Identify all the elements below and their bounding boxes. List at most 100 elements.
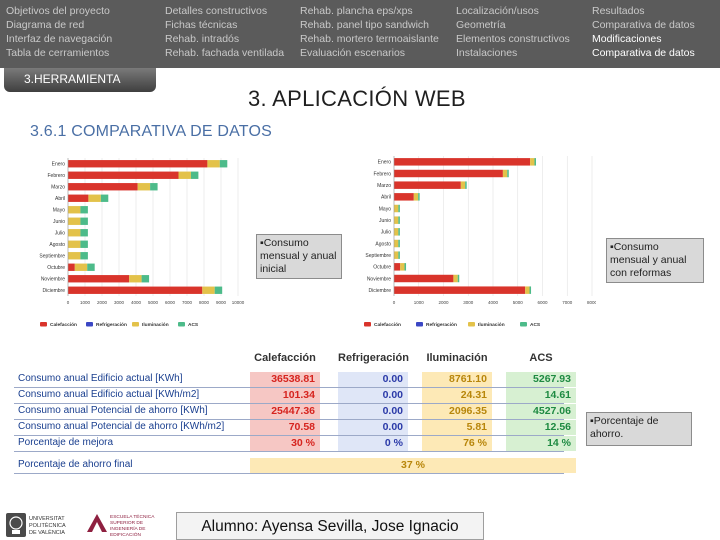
chart-bar-segment (394, 216, 399, 224)
chart-category-label: Mayo (53, 208, 65, 214)
chart-bar-segment (88, 194, 101, 202)
chart-legend-label: Iluminación (142, 322, 169, 328)
chart-legend-label: Calefacción (50, 322, 77, 328)
table-row-divider (14, 403, 564, 404)
table-cell: 12.56 (506, 420, 576, 435)
chart-bar-segment (68, 240, 81, 248)
chart-category-label: Abril (381, 195, 391, 201)
nav-item-interfaz[interactable]: Interfaz de navegación (6, 33, 113, 45)
chart-bar-segment (68, 263, 75, 271)
chart-tick-label: 3000 (114, 300, 125, 305)
chart-category-label: Enero (378, 160, 392, 166)
nav-item-geometria[interactable]: Geometría (456, 19, 506, 31)
chart-bar-segment (68, 183, 138, 191)
chart-bar-segment (219, 160, 228, 168)
table-row-label: Consumo anual Potencial de ahorro [KWh] (18, 405, 208, 416)
etsie-logo: ESCUELA TÉCNICA SUPERIOR DE INGENIERÍA D… (87, 513, 155, 538)
chart-bar-segment (394, 158, 531, 166)
chart-tick-label: 7000 (562, 300, 573, 305)
chart-bar-segment (418, 193, 420, 201)
chart-legend-swatch (132, 322, 139, 327)
table-column-header: Iluminación (426, 352, 488, 364)
chart-bar-segment (207, 160, 220, 168)
chart-category-label: Febrero (47, 173, 65, 179)
chart-bar-segment (534, 158, 536, 166)
nav-item-tabla[interactable]: Tabla de cerramientos (6, 47, 110, 59)
table-column-header: Calefacción (254, 352, 316, 364)
nav-item-elementos[interactable]: Elementos constructivos (456, 33, 570, 45)
chart-tick-label: 0 (67, 300, 70, 305)
nav-item-sandwich[interactable]: Rehab. panel tipo sandwich (300, 19, 430, 31)
chart-category-label: Septiembre (365, 253, 391, 259)
chart-category-label: Agosto (375, 241, 391, 247)
chart-bar-segment (74, 263, 88, 271)
chart-category-label: Agosto (49, 242, 65, 248)
section-title: 3.6.1 COMPARATIVA DE DATOS (30, 123, 273, 140)
tab-herramienta[interactable]: 3.HERRAMIENTA (4, 68, 156, 92)
chart-category-label: Diciembre (42, 288, 65, 294)
page-title: 3. APLICACIÓN WEB (248, 86, 466, 111)
chart-legend-swatch (40, 322, 47, 327)
chart-category-label: Enero (52, 162, 66, 168)
chart-category-label: Octubre (47, 265, 65, 271)
table-row-label: Consumo anual Edificio actual [KWh] (18, 373, 183, 384)
table-row-divider (14, 473, 564, 474)
chart-tick-label: 8000 (199, 300, 210, 305)
chart-bar-segment (394, 228, 399, 236)
chart-bar-segment (394, 204, 399, 213)
nav-item-instalaciones[interactable]: Instalaciones (456, 47, 518, 59)
chart-initial-consumption: 0 1000 2000 3000 4000 5000 6000 7000 8000 9000 100… (28, 152, 250, 332)
chart-bar-segment (398, 239, 400, 248)
svg-text:ESCUELA TÉCNICA: ESCUELA TÉCNICA (110, 513, 155, 520)
chart-tick-label: 6000 (165, 300, 176, 305)
nav-item-comparativa-active[interactable]: Comparativa de datos (592, 47, 695, 59)
chart-bar-segment (394, 193, 414, 201)
chart-bar-segment (190, 171, 199, 179)
chart-legend-swatch (520, 322, 527, 327)
chart-legend-label: Iluminación (478, 322, 505, 328)
chart-bar-segment (68, 286, 203, 294)
table-row-divider (14, 451, 564, 452)
nav-item-modificaciones[interactable]: Modificaciones (592, 33, 662, 45)
svg-text:SUPERIOR DE: SUPERIOR DE (110, 520, 143, 526)
table-row-label: Consumo anual Potencial de ahorro [KWh/m… (18, 421, 225, 432)
svg-text:EDIFICACIÓN: EDIFICACIÓN (110, 531, 141, 538)
chart-bar-segment (129, 275, 142, 283)
table-cell: 0.00 (338, 388, 408, 403)
svg-text:INGENIERÍA DE: INGENIERÍA DE (110, 525, 145, 532)
nav-item-localizacion[interactable]: Localización/usos (456, 5, 539, 17)
chart-bar-segment (400, 263, 405, 271)
table-cell: 36538.81 (250, 372, 320, 387)
nav-item-diagrama[interactable]: Diagrama de red (6, 19, 85, 31)
nav-item-plancha[interactable]: Rehab. plancha eps/xps (300, 5, 413, 17)
chart-bar-segment (502, 169, 508, 178)
chart-tick-label: 2000 (97, 300, 108, 305)
chart-tick-label: 2000 (438, 300, 449, 305)
table-cell: 2096.35 (422, 404, 492, 419)
nav-item-escenarios[interactable]: Evaluación escenarios (300, 47, 406, 59)
chart-bar-segment (100, 194, 109, 202)
chart-background (28, 152, 250, 332)
chart-bar-segment (530, 158, 535, 166)
chart-reformed-consumption: 0 1000 2000 3000 4000 5000 6000 7000 8000 Enero Fe… (340, 152, 596, 332)
chart-category-label: Diciembre (368, 288, 391, 294)
nav-item-objetivos[interactable]: Objetivos del proyecto (6, 5, 110, 17)
chart-bar-segment (80, 252, 88, 260)
nav-item-mortero[interactable]: Rehab. mortero termoaislante (300, 33, 439, 45)
chart-bar-segment (80, 206, 88, 214)
table-cell: 0 % (338, 436, 408, 451)
chart-tick-label: 4000 (131, 300, 142, 305)
nav-item-fichas[interactable]: Fichas técnicas (165, 19, 238, 31)
chart-bar-segment (398, 228, 400, 236)
chart-bar-segment (68, 206, 81, 214)
nav-item-detalles[interactable]: Detalles constructivos (165, 5, 268, 17)
chart-category-label: Noviembre (41, 277, 65, 283)
nav-item-intrados[interactable]: Rehab. intradós (165, 33, 240, 45)
nav-item-resultados[interactable]: Resultados (592, 5, 645, 17)
chart-bar-segment (87, 263, 95, 271)
chart-bar-segment (68, 217, 81, 225)
nav-item-comparativa[interactable]: Comparativa de datos (592, 19, 695, 31)
chart-category-label: Junio (53, 219, 65, 225)
nav-column-results: Resultados Comparativa de datos Modifica… (592, 4, 695, 60)
nav-item-fachada[interactable]: Rehab. fachada ventilada (165, 47, 285, 59)
